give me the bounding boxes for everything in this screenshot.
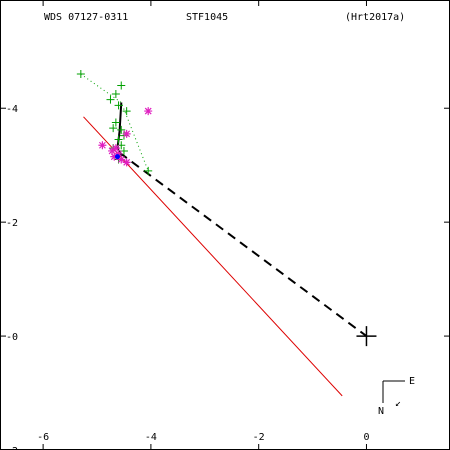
- measurement-plus: [111, 118, 120, 127]
- measurement-star: [98, 141, 107, 150]
- measurement-plus: [111, 89, 120, 98]
- measurement-star: [110, 152, 119, 161]
- x-tick-label: -4: [145, 432, 157, 443]
- measurement-plus: [76, 70, 85, 79]
- y-tick-label: -0: [6, 332, 18, 343]
- y-tick-label: -2: [6, 218, 18, 229]
- measurement-plus: [117, 81, 126, 90]
- y-tick-label: -4: [6, 104, 18, 115]
- measurement-star: [122, 158, 131, 167]
- header-reference: (Hrt2017a): [345, 12, 405, 23]
- measurement-plus: [144, 166, 153, 175]
- measurement-plus: [109, 124, 118, 133]
- compass-north-label: N: [378, 406, 384, 417]
- measurement-star: [117, 155, 126, 164]
- periastron-dashed-line: [119, 151, 368, 337]
- measurement-star: [111, 144, 120, 153]
- green-path-line: [80, 73, 149, 172]
- primary-star-cross: [356, 326, 377, 347]
- x-tick-label: 0: [363, 432, 369, 443]
- compass-east-label: E: [409, 376, 415, 387]
- header-wds-id: WDS 07127-0311: [44, 12, 128, 23]
- measurement-plus: [114, 101, 123, 110]
- measurement-plus: [114, 135, 123, 144]
- measurement-star: [108, 146, 117, 155]
- measurement-plus: [122, 107, 131, 116]
- measurement-star: [114, 149, 123, 158]
- measurement-star: [122, 129, 131, 138]
- x-tick-label: -2: [253, 432, 265, 443]
- compass-motion-arrow: ↙: [395, 398, 401, 409]
- header-star-name: STF1045: [186, 12, 228, 23]
- compass: E N ↙: [378, 376, 415, 417]
- measurement-star: [144, 107, 153, 116]
- plot-marks: [76, 70, 377, 397]
- measurement-plus: [117, 125, 126, 134]
- measurement-dot: [114, 154, 120, 160]
- y-tick-label: -2: [6, 446, 18, 450]
- x-tick-label: -6: [37, 432, 49, 443]
- measurement-plus: [106, 95, 115, 104]
